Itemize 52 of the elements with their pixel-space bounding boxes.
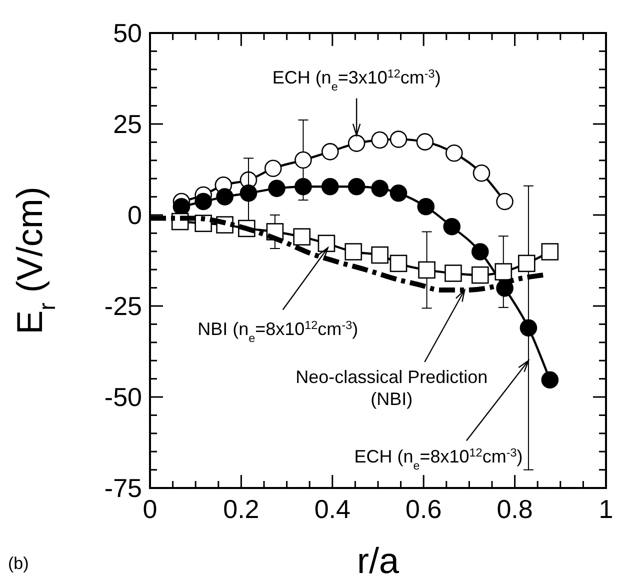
point: [348, 178, 366, 196]
point: [541, 243, 559, 260]
point: [471, 243, 489, 260]
y-tick-label: -25: [104, 291, 142, 321]
point: [318, 234, 336, 252]
point: [194, 192, 212, 210]
x-tick-label: 0.2: [223, 494, 260, 524]
point: [444, 264, 462, 282]
point: [371, 180, 388, 198]
annotation: ECH (n$_{e}$=8x10$^{12}$cm$^{-3}$): [354, 446, 523, 472]
point: [443, 218, 461, 236]
point: [294, 178, 312, 196]
point: [371, 131, 388, 149]
annotation: Neo-classical Prediction (NBI): [296, 366, 488, 409]
point: [446, 144, 463, 162]
x-tick-label: 1: [598, 494, 614, 524]
point: [390, 254, 408, 272]
point: [494, 263, 512, 280]
point: [321, 143, 339, 160]
point: [264, 160, 282, 178]
x-tick-label: 0.4: [314, 494, 350, 524]
y-tick-label: 0: [128, 200, 142, 230]
x-tick-label: 0.8: [496, 494, 533, 524]
point: [472, 164, 490, 182]
point: [390, 184, 408, 202]
point: [240, 184, 258, 202]
y-tick-label: 25: [113, 109, 142, 139]
annotation: ECH (n$_{e}$=3x10$^{12}$cm$^{-3}$): [272, 66, 441, 93]
point: [390, 130, 408, 148]
point: [216, 188, 234, 206]
annotation: NBI (n$_{e}$=8x10$^{12}$cm$^{-3}$): [198, 318, 358, 344]
point: [321, 178, 339, 196]
point: [268, 180, 286, 198]
point: [344, 243, 362, 260]
point: [471, 266, 489, 284]
y-tick-label: 50: [113, 18, 142, 48]
point: [294, 151, 312, 169]
point: [520, 319, 538, 336]
point: [417, 198, 435, 216]
y-tick-label: -75: [104, 473, 142, 503]
point: [348, 134, 366, 152]
point: [371, 246, 388, 264]
point: [416, 133, 434, 150]
y-tick-label: -50: [104, 382, 142, 412]
point: [496, 192, 514, 210]
x-tick-label: 0.6: [406, 494, 442, 524]
point: [293, 228, 310, 246]
x-axis-title: r/a: [356, 540, 400, 579]
point: [541, 371, 559, 389]
point: [418, 261, 436, 279]
text: (b): [8, 554, 29, 573]
point: [518, 254, 536, 272]
